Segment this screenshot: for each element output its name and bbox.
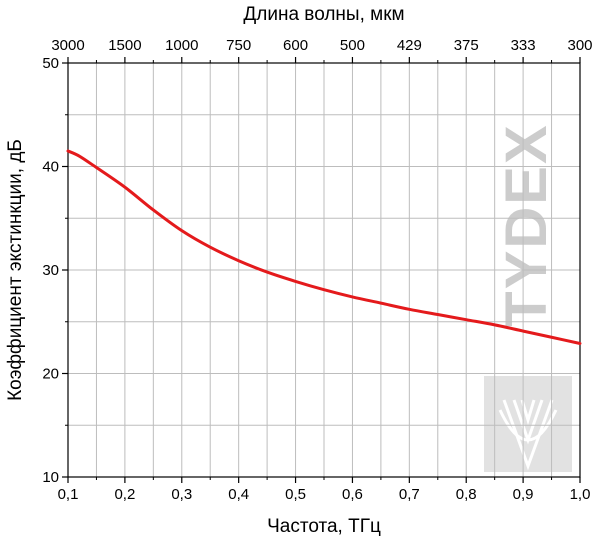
top-tick-label: 3000 (51, 37, 84, 54)
y-tick-label: 40 (42, 159, 59, 176)
x-axis-tick-labels: 0,1 0,2 0,3 0,4 0,5 0,6 0,7 0,8 0,9 1,0 (58, 486, 591, 503)
x-tick-label: 0,5 (285, 486, 306, 503)
top-tick-label: 1000 (165, 37, 198, 54)
x-axis-title: Частота, ТГц (267, 516, 381, 537)
x-tick-label: 0,8 (456, 486, 477, 503)
series-line (66, 149, 582, 345)
x-tick-label: 1,0 (570, 486, 591, 503)
watermark-text: TYDEX (494, 123, 559, 326)
top-tick-label: 300 (567, 37, 592, 54)
x-tick-label: 0,4 (228, 486, 249, 503)
top-axis-tick-labels: 3000 1500 1000 750 600 500 429 375 333 300 (51, 37, 592, 54)
y-tick-label: 30 (42, 262, 59, 279)
x-tick-label: 0,3 (171, 486, 192, 503)
y-axis-title: Коэффициент экстинкции, дБ (5, 139, 26, 401)
top-tick-label: 375 (454, 37, 479, 54)
series-layer (66, 149, 582, 345)
watermark: TYDEX (484, 123, 572, 472)
y-tick-label: 10 (42, 469, 59, 486)
top-tick-label: 333 (511, 37, 536, 54)
x-tick-label: 0,6 (342, 486, 363, 503)
x-tick-label: 0,9 (513, 486, 534, 503)
x-tick-label: 0,7 (399, 486, 420, 503)
tydex-logo (498, 399, 558, 471)
top-tick-label: 429 (397, 37, 422, 54)
top-tick-label: 1500 (108, 37, 141, 54)
y-tick-label: 50 (42, 55, 59, 72)
y-tick-label: 20 (42, 366, 59, 383)
y-axis-tick-labels: 10 20 30 40 50 (42, 55, 59, 486)
top-tick-label: 600 (283, 37, 308, 54)
axis-ticks (62, 57, 581, 483)
top-axis-title: Длина волны, мкм (243, 4, 404, 25)
top-tick-label: 500 (340, 37, 365, 54)
top-tick-label: 750 (226, 37, 251, 54)
grid (67, 62, 581, 478)
x-tick-label: 0,1 (58, 486, 79, 503)
x-tick-label: 0,2 (114, 486, 135, 503)
